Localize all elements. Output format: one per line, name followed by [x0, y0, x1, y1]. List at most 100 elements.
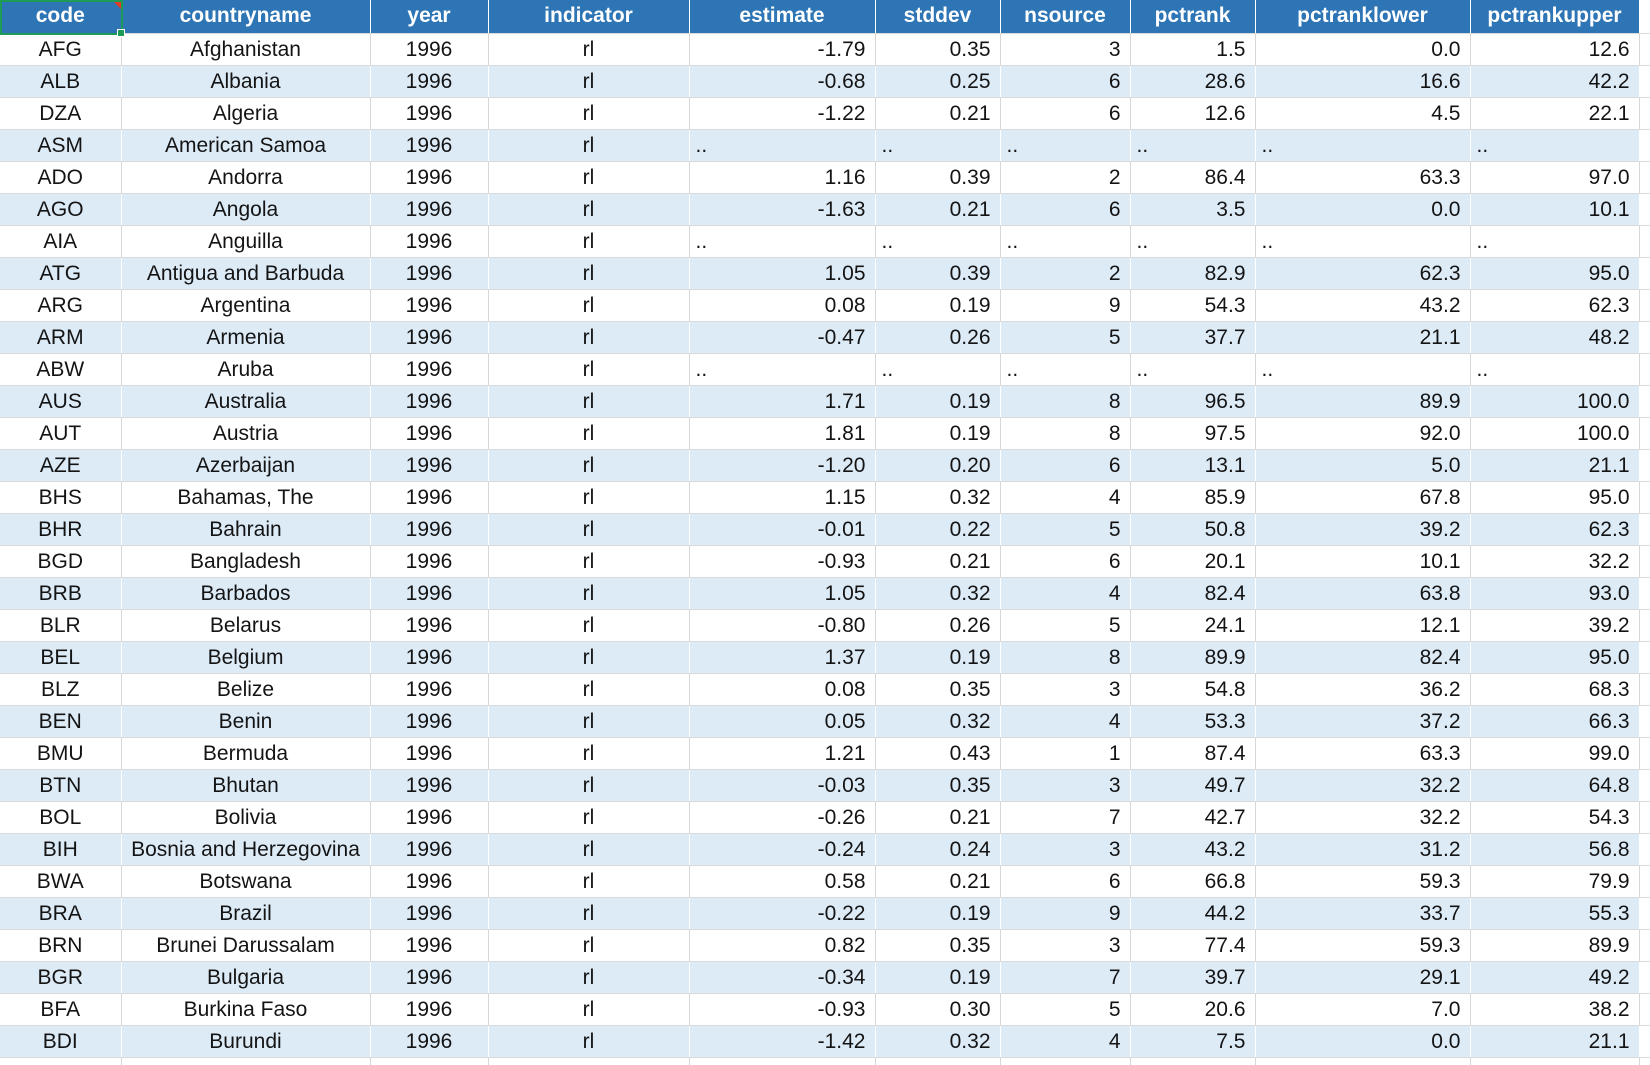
cell-pctranklower[interactable]: 12.1 [1255, 609, 1471, 642]
cell-stddev[interactable]: 0.21 [875, 865, 1001, 898]
cell-code[interactable]: BTN [0, 769, 122, 802]
cell-nsource[interactable]: 7 [1000, 961, 1131, 994]
cell-pctrank[interactable]: 86.4 [1130, 161, 1256, 194]
empty-cell[interactable] [1638, 1057, 1650, 1065]
empty-cell[interactable] [1638, 321, 1650, 354]
cell-countryname[interactable]: American Samoa [121, 129, 371, 162]
cell-estimate[interactable]: 1.71 [689, 385, 876, 418]
cell-pctranklower[interactable]: 7.0 [1255, 993, 1471, 1026]
cell-nsource[interactable]: 5 [1000, 513, 1131, 546]
cell-indicator[interactable]: rl [488, 481, 690, 514]
cell-year[interactable]: 1996 [370, 129, 489, 162]
empty-cell[interactable] [1130, 1057, 1256, 1065]
cell-code[interactable]: AFG [0, 33, 122, 66]
cell-year[interactable]: 1996 [370, 609, 489, 642]
cell-stddev[interactable]: 0.19 [875, 897, 1001, 930]
cell-pctranklower[interactable]: 59.3 [1255, 929, 1471, 962]
cell-indicator[interactable]: rl [488, 545, 690, 578]
empty-cell[interactable] [1638, 705, 1650, 738]
cell-pctrank[interactable]: 37.7 [1130, 321, 1256, 354]
cell-estimate[interactable]: 0.08 [689, 289, 876, 322]
cell-nsource[interactable]: 6 [1000, 865, 1131, 898]
cell-estimate[interactable]: .. [689, 225, 876, 258]
cell-pctrankupper[interactable]: 68.3 [1470, 673, 1640, 706]
cell-indicator[interactable]: rl [488, 321, 690, 354]
cell-code[interactable]: AUS [0, 385, 122, 418]
cell-year[interactable]: 1996 [370, 577, 489, 610]
cell-nsource[interactable]: 8 [1000, 385, 1131, 418]
cell-stddev[interactable]: 0.35 [875, 929, 1001, 962]
cell-code[interactable]: ASM [0, 129, 122, 162]
cell-stddev[interactable]: 0.21 [875, 545, 1001, 578]
cell-stddev[interactable]: 0.19 [875, 385, 1001, 418]
cell-estimate[interactable]: -0.80 [689, 609, 876, 642]
cell-countryname[interactable]: Albania [121, 65, 371, 98]
empty-cell[interactable] [689, 1057, 876, 1065]
cell-code[interactable]: BLR [0, 609, 122, 642]
cell-indicator[interactable]: rl [488, 929, 690, 962]
cell-pctrankupper[interactable]: 99.0 [1470, 737, 1640, 770]
empty-cell[interactable] [1638, 993, 1650, 1026]
cell-code[interactable]: BRN [0, 929, 122, 962]
cell-nsource[interactable]: 1 [1000, 737, 1131, 770]
empty-cell[interactable] [1638, 897, 1650, 930]
cell-pctrankupper[interactable]: 66.3 [1470, 705, 1640, 738]
cell-nsource[interactable]: 6 [1000, 449, 1131, 482]
empty-cell[interactable] [1638, 833, 1650, 866]
cell-nsource[interactable]: 4 [1000, 1025, 1131, 1058]
empty-cell[interactable] [1638, 97, 1650, 130]
cell-year[interactable]: 1996 [370, 97, 489, 130]
cell-pctrank[interactable]: 43.2 [1130, 833, 1256, 866]
cell-countryname[interactable]: Andorra [121, 161, 371, 194]
cell-indicator[interactable]: rl [488, 385, 690, 418]
cell-countryname[interactable]: Benin [121, 705, 371, 738]
cell-estimate[interactable]: -1.20 [689, 449, 876, 482]
cell-code[interactable]: BWA [0, 865, 122, 898]
cell-estimate[interactable]: 1.05 [689, 577, 876, 610]
cell-indicator[interactable]: rl [488, 161, 690, 194]
cell-pctranklower[interactable]: 10.1 [1255, 545, 1471, 578]
cell-estimate[interactable]: 1.21 [689, 737, 876, 770]
cell-indicator[interactable]: rl [488, 577, 690, 610]
cell-pctrankupper[interactable]: .. [1470, 353, 1640, 386]
cell-pctrank[interactable]: 96.5 [1130, 385, 1256, 418]
empty-cell[interactable] [1638, 801, 1650, 834]
cell-pctrankupper[interactable]: 62.3 [1470, 289, 1640, 322]
cell-indicator[interactable]: rl [488, 353, 690, 386]
cell-countryname[interactable]: Austria [121, 417, 371, 450]
empty-cell[interactable] [1638, 481, 1650, 514]
cell-pctrankupper[interactable]: 10.1 [1470, 193, 1640, 226]
empty-cell[interactable] [875, 1057, 1001, 1065]
cell-pctrankupper[interactable]: 39.2 [1470, 609, 1640, 642]
cell-countryname[interactable]: Belize [121, 673, 371, 706]
cell-year[interactable]: 1996 [370, 33, 489, 66]
cell-year[interactable]: 1996 [370, 545, 489, 578]
empty-cell[interactable] [1638, 257, 1650, 290]
cell-pctrankupper[interactable]: 55.3 [1470, 897, 1640, 930]
cell-nsource[interactable]: 4 [1000, 481, 1131, 514]
cell-estimate[interactable]: 1.81 [689, 417, 876, 450]
cell-year[interactable]: 1996 [370, 65, 489, 98]
cell-indicator[interactable]: rl [488, 225, 690, 258]
cell-code[interactable]: ARM [0, 321, 122, 354]
cell-nsource[interactable]: 3 [1000, 769, 1131, 802]
cell-pctrankupper[interactable]: 32.2 [1470, 545, 1640, 578]
empty-cell[interactable] [1000, 1057, 1131, 1065]
cell-nsource[interactable]: 5 [1000, 321, 1131, 354]
cell-estimate[interactable]: 1.15 [689, 481, 876, 514]
cell-pctranklower[interactable]: 59.3 [1255, 865, 1471, 898]
cell-indicator[interactable]: rl [488, 65, 690, 98]
cell-countryname[interactable]: Angola [121, 193, 371, 226]
cell-code[interactable]: BLZ [0, 673, 122, 706]
cell-nsource[interactable]: .. [1000, 225, 1131, 258]
cell-pctranklower[interactable]: 92.0 [1255, 417, 1471, 450]
column-header-stddev[interactable]: stddev [875, 0, 1001, 34]
cell-indicator[interactable]: rl [488, 513, 690, 546]
cell-pctrank[interactable]: 24.1 [1130, 609, 1256, 642]
column-header-pctrankupper[interactable]: pctrankupper [1470, 0, 1640, 34]
cell-pctrank[interactable]: 54.8 [1130, 673, 1256, 706]
cell-countryname[interactable]: Burundi [121, 1025, 371, 1058]
cell-pctrankupper[interactable]: 93.0 [1470, 577, 1640, 610]
cell-stddev[interactable]: 0.26 [875, 321, 1001, 354]
cell-indicator[interactable]: rl [488, 609, 690, 642]
